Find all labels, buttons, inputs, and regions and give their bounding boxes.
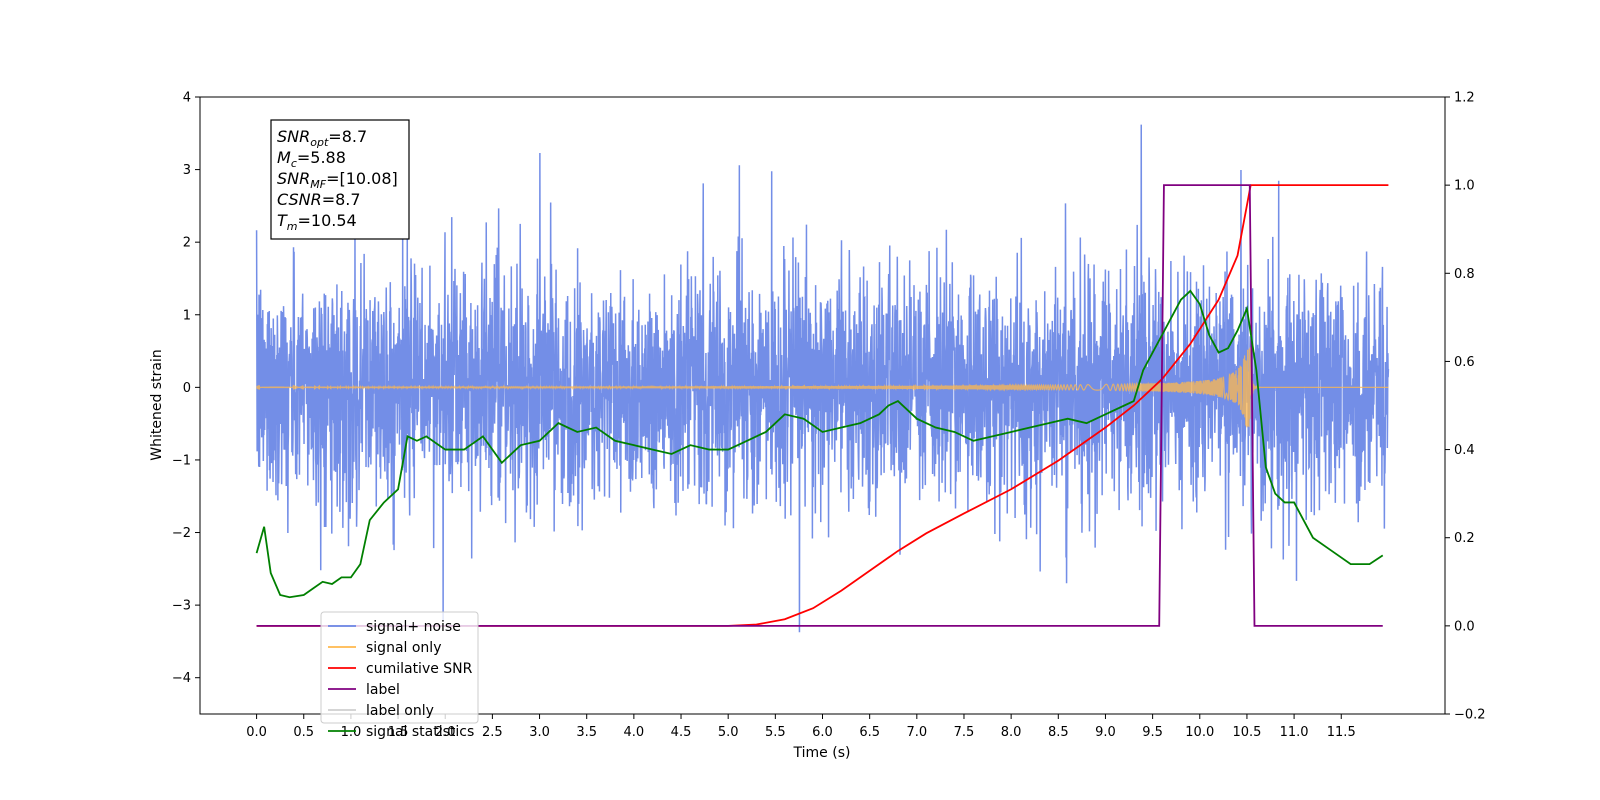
x-tick-label: 3.0 bbox=[529, 725, 550, 740]
legend-label-signal-statistics: signal statistics bbox=[366, 724, 474, 740]
series-group bbox=[255, 124, 1390, 633]
x-tick-label: 7.5 bbox=[954, 725, 975, 740]
x-tick-label: 7.0 bbox=[906, 725, 927, 740]
x-tick-label: 1.5 bbox=[388, 725, 409, 740]
x-tick-label: 8.5 bbox=[1048, 725, 1069, 740]
legend: signal+ noise signal only cumilative SNR la… bbox=[320, 611, 479, 740]
y-tick-label: 0 bbox=[183, 381, 191, 396]
x-tick-label: 6.0 bbox=[812, 725, 833, 740]
x-axis: 0.0 0.5 1.0 1.5 2.0 2.5 3.0 3.5 4.0 4.5 5.0 5.5 6.0 6… bbox=[246, 714, 1356, 740]
series-line-label bbox=[256, 184, 1383, 627]
legend-label-cumilative-snr: cumilative SNR bbox=[366, 661, 473, 677]
y2-tick-label: 0.8 bbox=[1454, 267, 1475, 282]
annotation-line: Mc=5.88 bbox=[277, 148, 346, 170]
legend-label-signal-noise: signal+ noise bbox=[366, 619, 461, 635]
annotation-frame bbox=[270, 119, 410, 240]
y-tick-label: −2 bbox=[172, 526, 191, 541]
y2-tick-label: −0.2 bbox=[1454, 708, 1486, 723]
annotation-line: SNRMF=[10.08] bbox=[277, 169, 398, 191]
series-line-signal-only bbox=[256, 347, 1389, 428]
y-tick-label: 1 bbox=[183, 308, 191, 323]
x-tick-label: 5.0 bbox=[718, 725, 739, 740]
x-axis-label: Time (s) bbox=[793, 745, 851, 761]
x-tick-label: 4.0 bbox=[624, 725, 645, 740]
y-tick-label: 4 bbox=[183, 91, 191, 106]
series-line-signal-noise bbox=[255, 124, 1390, 633]
annotation-line: CSNR=8.7 bbox=[277, 190, 361, 209]
y-tick-label: −1 bbox=[172, 453, 191, 468]
x-tick-label: 9.0 bbox=[1095, 725, 1116, 740]
y-axis-right: −0.2 0.0 0.2 0.4 0.6 0.8 1.0 1.2 bbox=[1445, 91, 1486, 723]
series-line-signal-statistics bbox=[255, 289, 1384, 599]
y2-tick-label: 0.0 bbox=[1454, 619, 1475, 634]
y-tick-label: 2 bbox=[183, 236, 191, 251]
y2-tick-label: 0.6 bbox=[1454, 355, 1475, 370]
y-axis-label: Whitened strain bbox=[149, 349, 165, 460]
y-tick-label: −3 bbox=[172, 599, 191, 614]
y2-tick-label: 0.4 bbox=[1454, 443, 1475, 458]
x-tick-label: 0.5 bbox=[293, 725, 314, 740]
x-tick-label: 10.5 bbox=[1232, 725, 1261, 740]
legend-frame bbox=[320, 611, 479, 724]
y2-tick-label: 1.0 bbox=[1454, 179, 1475, 194]
annotation-line: SNRopt=8.7 bbox=[277, 127, 367, 149]
y-axis-left: −4 −3 −2 −1 0 1 2 3 4 bbox=[172, 91, 200, 686]
y2-tick-label: 1.2 bbox=[1454, 91, 1475, 106]
x-tick-label: 8.0 bbox=[1001, 725, 1022, 740]
x-tick-label: 11.0 bbox=[1280, 725, 1309, 740]
x-tick-label: 9.5 bbox=[1142, 725, 1163, 740]
legend-label-label-only: label only bbox=[366, 703, 434, 719]
x-tick-label: 5.5 bbox=[765, 725, 786, 740]
x-tick-label: 4.5 bbox=[671, 725, 692, 740]
series-line-cumilative-snr bbox=[256, 184, 1389, 627]
y-tick-label: −4 bbox=[172, 671, 191, 686]
x-tick-label: 11.5 bbox=[1327, 725, 1356, 740]
x-tick-label: 1.0 bbox=[341, 725, 362, 740]
x-tick-label: 6.5 bbox=[859, 725, 880, 740]
legend-label-label: label bbox=[366, 682, 400, 698]
x-tick-label: 2.5 bbox=[482, 725, 503, 740]
x-tick-label: 2.0 bbox=[435, 725, 456, 740]
x-tick-label: 3.5 bbox=[576, 725, 597, 740]
legend-label-signal-only: signal only bbox=[366, 640, 441, 656]
y2-tick-label: 0.2 bbox=[1454, 531, 1475, 546]
x-tick-label: 0.0 bbox=[246, 725, 267, 740]
plot-area bbox=[255, 124, 1390, 633]
x-tick-label: 10.0 bbox=[1185, 725, 1214, 740]
y-tick-label: 3 bbox=[183, 163, 191, 178]
annotation-line: Tm=10.54 bbox=[277, 211, 357, 233]
